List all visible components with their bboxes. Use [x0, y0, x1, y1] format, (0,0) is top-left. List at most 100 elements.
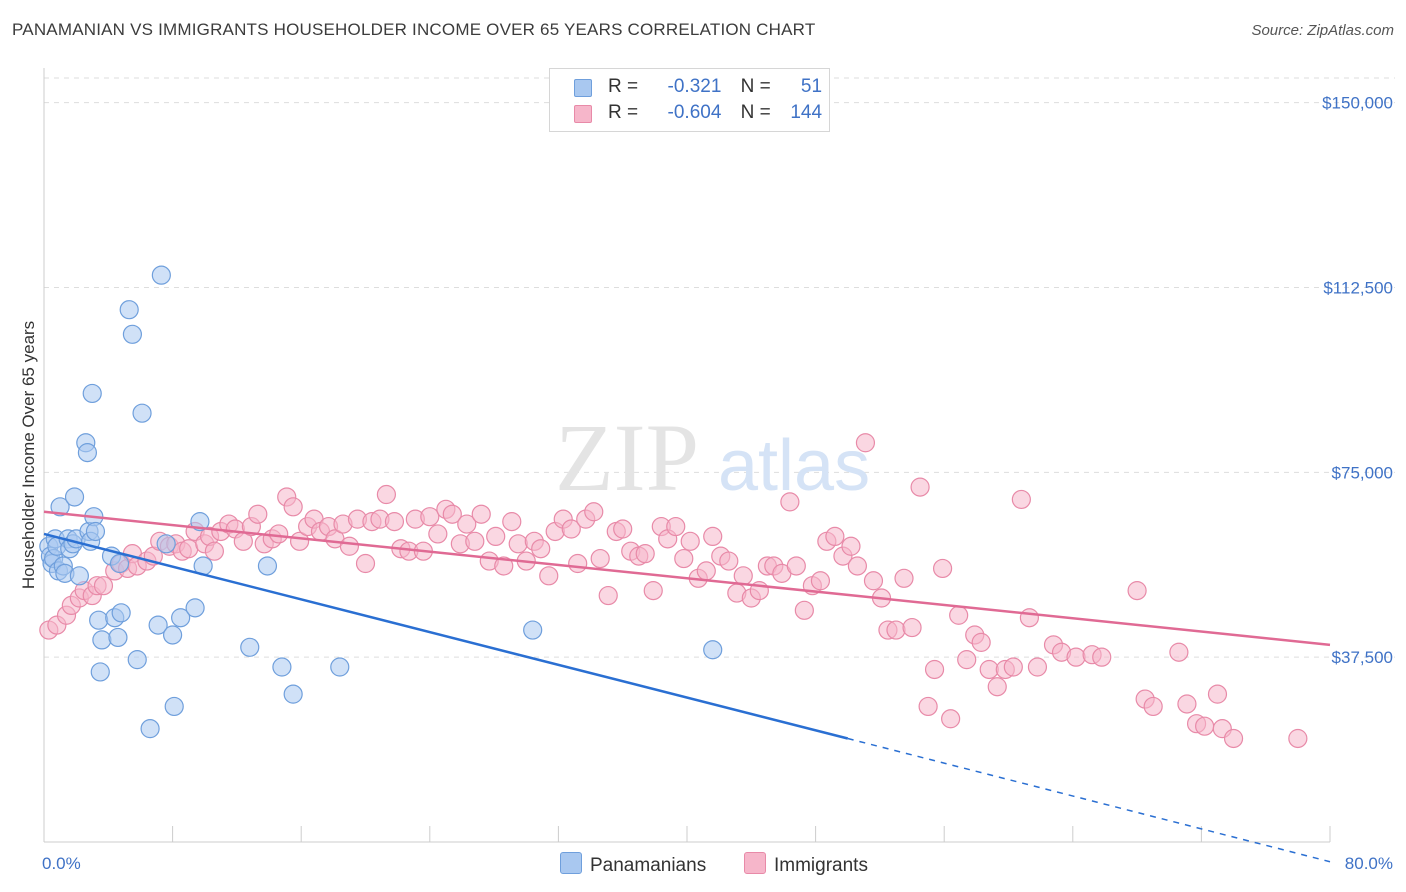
panamanian-point [132, 403, 152, 423]
y-axis-label: Householder Income Over 65 years [19, 321, 38, 589]
immigrant-point [598, 585, 618, 606]
immigrant-point [703, 526, 723, 547]
immigrant-point [674, 548, 694, 569]
immigrant-point [1143, 696, 1163, 717]
panamanian-point [171, 608, 191, 628]
panamanian-point [109, 553, 130, 574]
panamanian-point [64, 487, 85, 507]
immigrant-point [733, 566, 753, 586]
bottom-legend-swatch-panamanians [560, 852, 582, 874]
immigrant-point [902, 617, 922, 638]
panamanian-point [140, 719, 160, 739]
immigrant-point [635, 544, 655, 564]
immigrant-point [1177, 694, 1197, 714]
panamanians-trend-line [43, 532, 849, 740]
legend-n-value: 144 [790, 102, 823, 123]
watermark-zip: ZIP [555, 404, 699, 511]
immigrant-point [471, 504, 491, 524]
panamanian-point [108, 627, 128, 648]
legend-r-value: -0.321 [667, 76, 722, 97]
immigrant-point [339, 536, 360, 556]
bottom-legend-swatch-immigrants [744, 852, 766, 874]
bottom-legend-label-panamanians: Panamanians [590, 855, 707, 876]
immigrant-point [204, 541, 224, 561]
legend-r-label: R = [608, 76, 639, 97]
immigrant-point [680, 531, 700, 551]
x-tick-label-start: 0.0% [42, 854, 81, 873]
panamanian-point [127, 650, 147, 670]
immigrant-point [420, 507, 440, 527]
immigrant-point [93, 576, 114, 596]
panamanian-point [90, 662, 110, 682]
immigrant-point [1066, 647, 1086, 667]
immigrant-point [1019, 608, 1039, 628]
immigrant-point [486, 526, 506, 547]
panamanian-point [69, 566, 89, 586]
immigrant-point [786, 556, 806, 576]
immigrant-point [584, 502, 604, 522]
panamanian-point [283, 684, 303, 704]
immigrants-trend-line [43, 510, 1331, 647]
immigrant-point [794, 600, 814, 620]
immigrant-point [841, 536, 861, 556]
panamanian-point [50, 497, 70, 517]
y-tick-label: $112,500 [1323, 278, 1393, 297]
y-tick-label: $150,000 [1322, 94, 1393, 113]
axes [43, 68, 1331, 843]
legend-n-label: N = [740, 76, 771, 97]
trend-lines [43, 510, 1331, 863]
immigrant-point [987, 677, 1007, 697]
panamanians-trend-extension [847, 737, 1331, 863]
immigrant-point [494, 556, 514, 576]
legend-n-value: 51 [800, 76, 823, 97]
immigrant-point [568, 553, 588, 574]
immigrant-point [979, 659, 999, 680]
immigrant-point [643, 581, 663, 601]
immigrant-point [1092, 647, 1112, 667]
chart-title: PANAMANIAN VS IMMIGRANTS HOUSEHOLDER INC… [12, 20, 816, 39]
immigrant-point [1223, 728, 1244, 749]
panamanian-point [92, 630, 112, 650]
panamanian-point [163, 625, 183, 645]
immigrant-point [465, 531, 485, 551]
x-tick-label-end: 80.0% [1345, 854, 1393, 873]
immigrant-point [886, 620, 906, 640]
immigrant-point [531, 539, 551, 559]
panamanian-point [240, 637, 260, 657]
source-label: Source: ZipAtlas.com [1251, 22, 1394, 39]
immigrant-point [1195, 716, 1215, 736]
panamanian-point [190, 512, 210, 532]
immigrant-point [1027, 657, 1048, 677]
immigrant-point [561, 519, 581, 539]
immigrants-points [39, 433, 1308, 749]
immigrant-point [924, 659, 945, 680]
panamanians-points [39, 265, 723, 739]
panamanian-point [257, 556, 278, 576]
immigrant-point [949, 605, 969, 625]
immigrant-point [442, 504, 462, 524]
immigrant-point [1169, 642, 1189, 662]
immigrant-point [971, 632, 991, 652]
panamanian-point [111, 603, 131, 623]
immigrant-point [355, 553, 376, 574]
immigrant-point [376, 484, 396, 505]
immigrant-point [384, 512, 405, 532]
immigrant-point [696, 561, 716, 581]
panamanian-point [89, 610, 109, 630]
panamanian-point [272, 657, 292, 677]
legend-n-label: N = [740, 102, 771, 123]
immigrant-point [810, 571, 831, 591]
legend-swatch-panamanians [574, 79, 592, 97]
bottom-legend-immigrants: Immigrants [744, 852, 868, 877]
legend-r-value: -0.604 [667, 102, 722, 123]
watermark-atlas: atlas [718, 426, 870, 506]
immigrant-point [780, 492, 800, 512]
immigrant-point [248, 504, 268, 524]
immigrant-point [613, 519, 633, 539]
immigrant-point [1003, 657, 1023, 677]
panamanian-point [185, 598, 205, 618]
y-tick-labels: $37,500 $75,000 $112,500 $150,000 [1322, 94, 1393, 668]
immigrant-point [179, 539, 199, 559]
immigrant-point [894, 568, 914, 588]
